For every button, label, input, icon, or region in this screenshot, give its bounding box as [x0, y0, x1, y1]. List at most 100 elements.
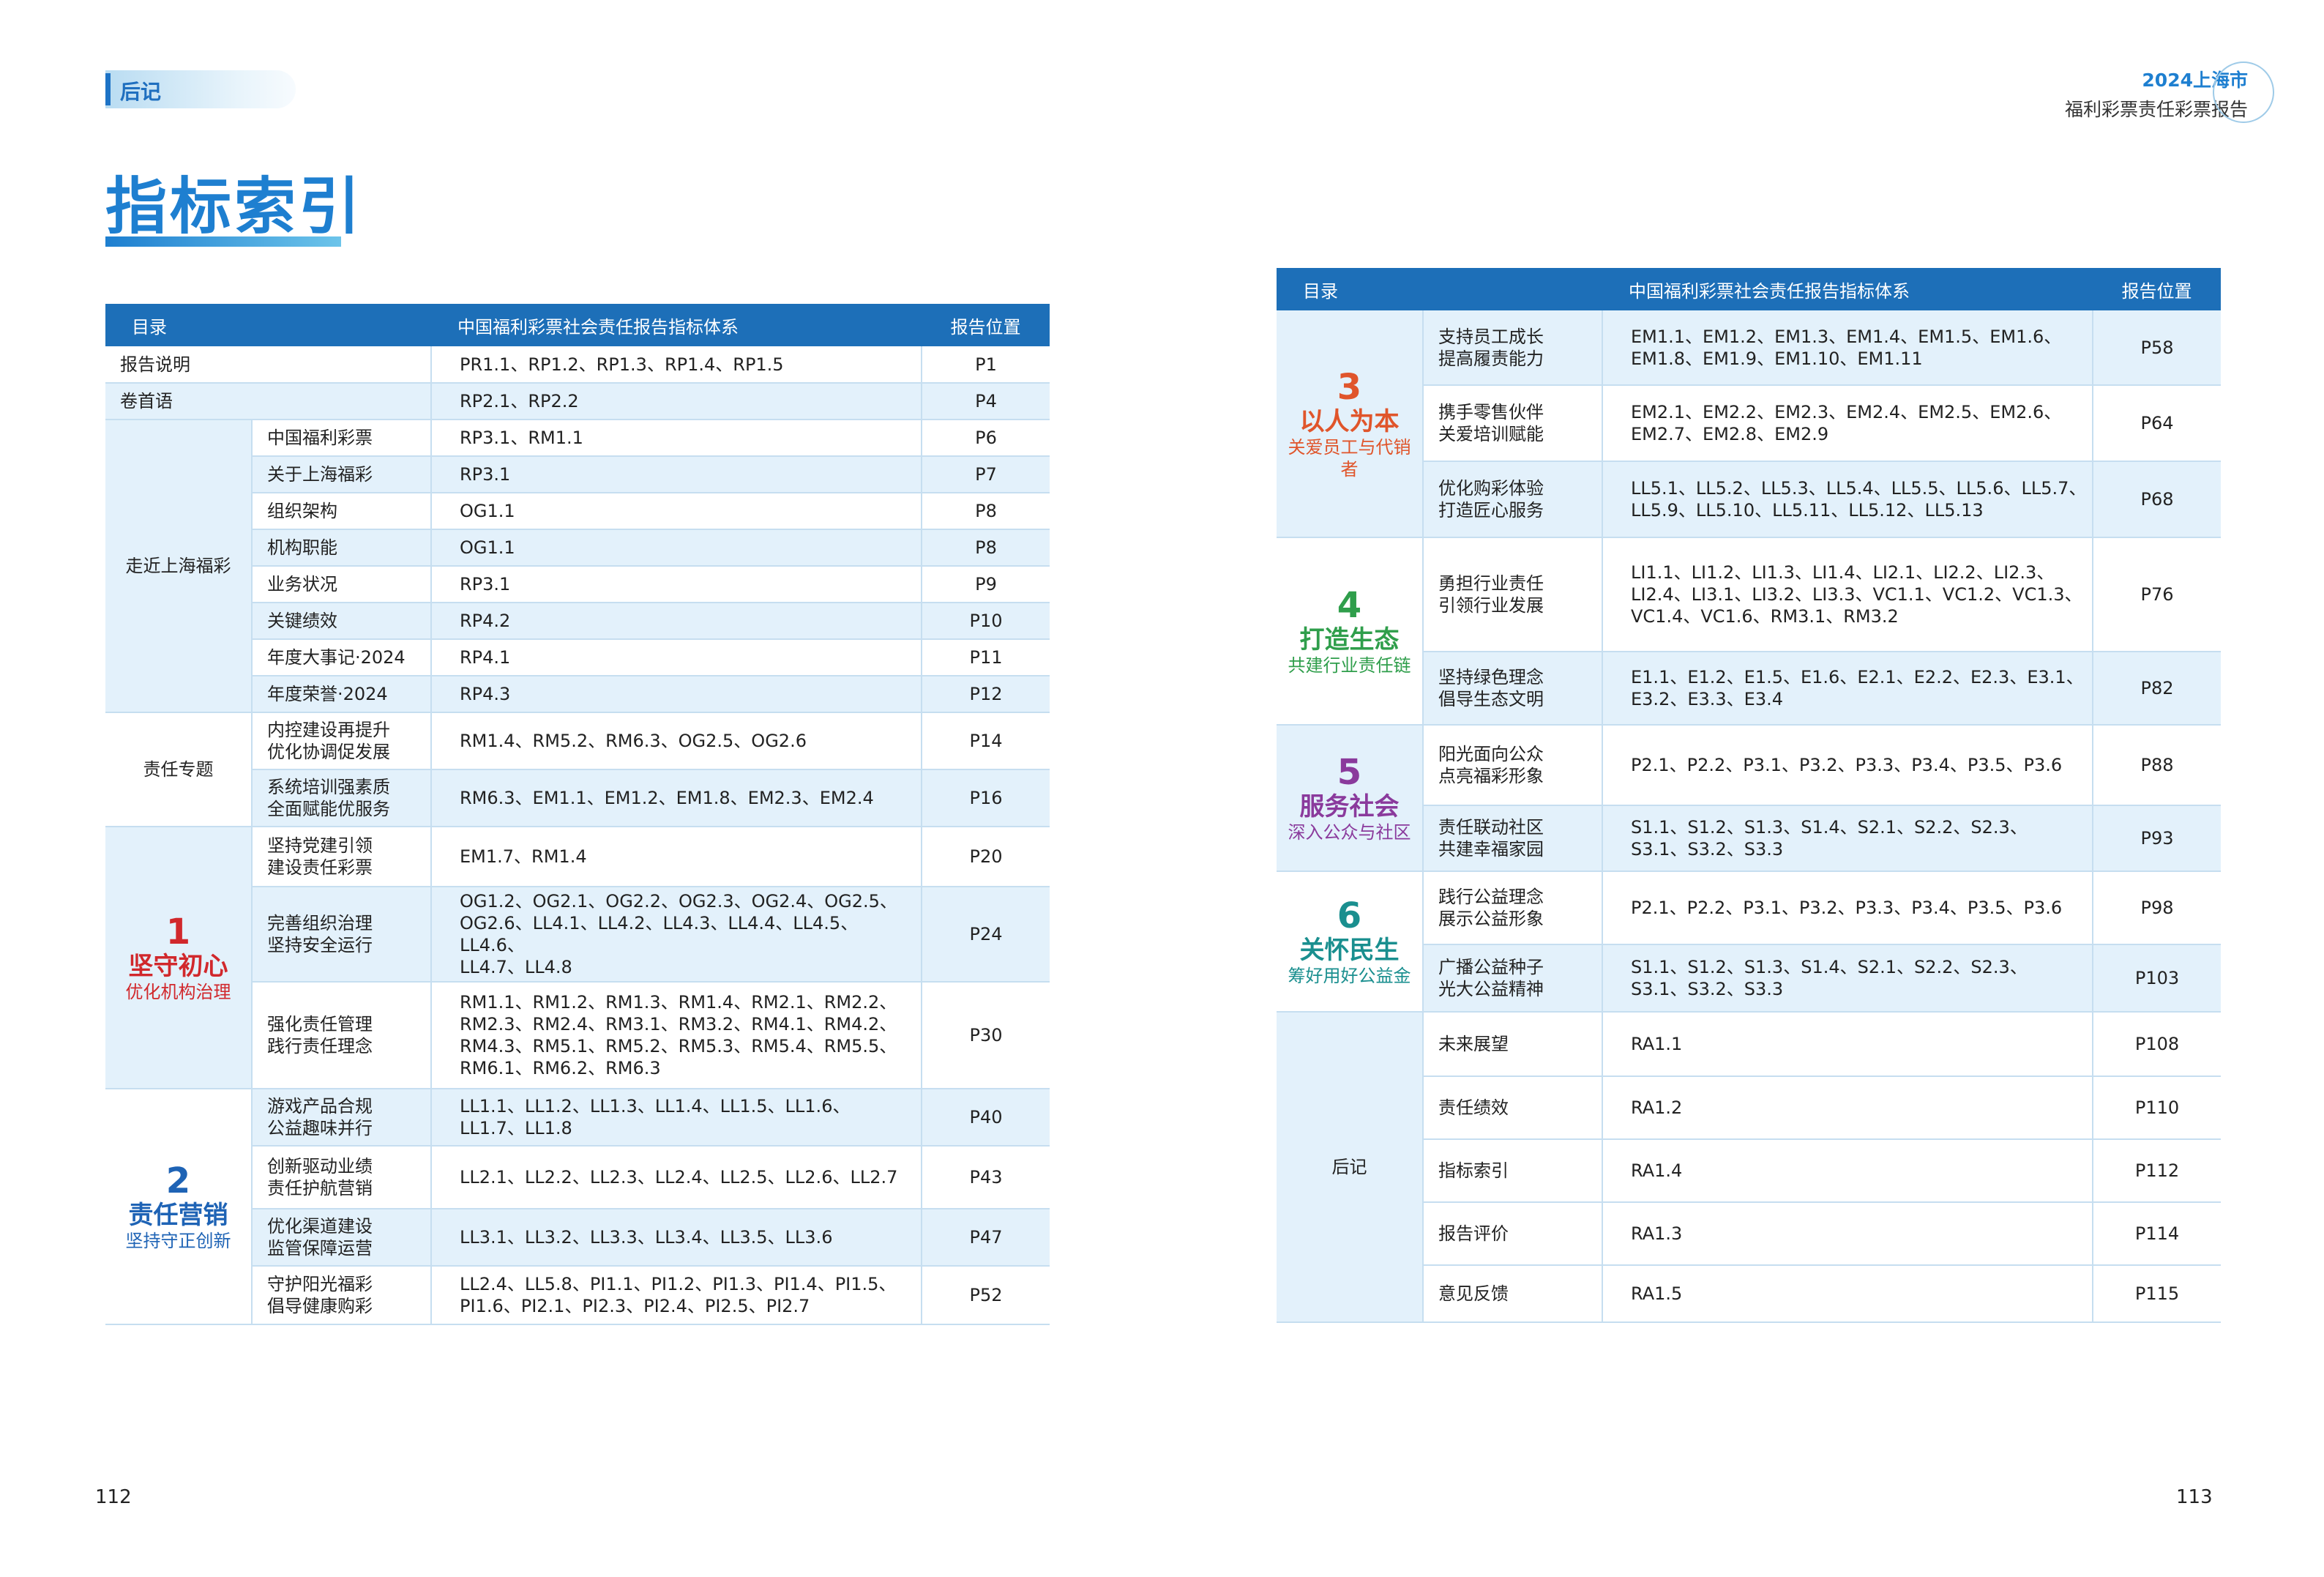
- col-header-indicator: 中国福利彩票社会责任报告指标体系: [1602, 268, 2093, 310]
- group-subtitle: 共建行业责任链: [1288, 655, 1411, 676]
- row-label: 支持员工成长 提高履责能力: [1423, 310, 1603, 386]
- group-label-intro: 走近上海福彩: [105, 420, 253, 713]
- row-label: 报告说明: [105, 346, 432, 384]
- row-page: P7: [922, 456, 1050, 493]
- group-label-text: 后记: [1331, 1157, 1367, 1177]
- row-codes: S1.1、S1.2、S1.3、S1.4、S2.1、S2.2、S2.3、 S3.1、…: [1602, 805, 2093, 872]
- group-subtitle: 优化机构治理: [125, 982, 231, 1002]
- group-number: 5: [1337, 752, 1362, 793]
- row-label-line: 阳光面向公众: [1438, 744, 1544, 764]
- row-label: 创新驱动业绩 责任护航营销: [252, 1146, 432, 1209]
- row-page: P8: [922, 493, 1050, 530]
- row-codes: P2.1、P2.2、P3.1、P3.2、P3.3、P3.4、P3.5、P3.6: [1602, 871, 2093, 945]
- row-label-line: 关爱培训赋能: [1438, 424, 1544, 444]
- code-line: E3.2、E3.3、E3.4: [1631, 689, 1783, 709]
- group-number: 4: [1337, 585, 1362, 626]
- group-label-text: 责任专题: [143, 759, 214, 780]
- row-codes: LI1.1、LI1.2、LI1.3、LI1.4、LI2.1、LI2.2、LI2.…: [1602, 537, 2093, 652]
- code-line: RM2.3、RM2.4、RM3.1、RM3.2、RM4.1、RM4.2、: [460, 1014, 897, 1034]
- row-label-line: 全面赋能优服务: [267, 799, 390, 819]
- row-label-line: 强化责任管理: [267, 1014, 373, 1034]
- code-line: LI2.4、LI3.1、LI3.2、LI3.3、VC1.1、VC1.2、VC1.…: [1631, 584, 2082, 605]
- code-line: RM6.1、RM6.2、RM6.3: [460, 1058, 661, 1078]
- row-label: 携手零售伙伴 关爱培训赋能: [1423, 385, 1603, 462]
- row-page: P1: [922, 346, 1050, 384]
- row-label: 组织架构: [252, 493, 432, 530]
- group-subtitle: 筹好用好公益金: [1288, 966, 1411, 986]
- code-line: RM1.1、RM1.2、RM1.3、RM1.4、RM2.1、RM2.2、: [460, 992, 897, 1013]
- row-page: P30: [922, 982, 1050, 1089]
- row-label-line: 支持员工成长: [1438, 326, 1544, 347]
- row-label: 年度大事记·2024: [252, 639, 432, 676]
- row-page: P93: [2093, 805, 2221, 872]
- group-title: 责任营销: [128, 1201, 228, 1230]
- row-label-line: 优化渠道建设: [267, 1216, 373, 1237]
- code-line: P2.1、P2.2、P3.1、P3.2、P3.3、P3.4、P3.5、P3.6: [1631, 898, 2063, 918]
- row-label-line: 内控建设再提升: [267, 720, 390, 740]
- row-label: 坚持绿色理念 倡导生态文明: [1423, 652, 1603, 726]
- row-label-line: 责任联动社区: [1438, 817, 1544, 838]
- row-label-line: 引领行业发展: [1438, 595, 1544, 616]
- row-codes: OG1.1: [431, 493, 922, 530]
- row-codes: RA1.4: [1602, 1139, 2093, 1203]
- row-label: 责任绩效: [1423, 1076, 1603, 1140]
- row-label: 强化责任管理 践行责任理念: [252, 982, 432, 1089]
- row-label: 内控建设再提升 优化协调促发展: [252, 712, 432, 770]
- section-tag-label: 后记: [120, 80, 162, 104]
- code-line: S1.1、S1.2、S1.3、S1.4、S2.1、S2.2、S2.3、: [1631, 817, 2028, 838]
- row-codes: RA1.2: [1602, 1076, 2093, 1140]
- group-label-topic: 责任专题: [105, 712, 253, 827]
- group-4-label: 4 打造生态 共建行业责任链: [1277, 537, 1424, 726]
- report-tag-ring: [2213, 61, 2274, 123]
- code-line: LL5.1、LL5.2、LL5.3、LL5.4、LL5.5、LL5.6、LL5.…: [1631, 478, 2087, 499]
- row-codes: RA1.3: [1602, 1202, 2093, 1266]
- row-page: P52: [922, 1266, 1050, 1325]
- code-line: RM4.3、RM5.1、RM5.2、RM5.3、RM5.4、RM5.5、: [460, 1036, 897, 1056]
- row-page: P8: [922, 529, 1050, 567]
- page-number: 112: [95, 1486, 132, 1508]
- page-number: 113: [2176, 1486, 2213, 1508]
- row-label: 系统培训强素质 全面赋能优服务: [252, 769, 432, 827]
- row-codes: RM1.1、RM1.2、RM1.3、RM1.4、RM2.1、RM2.2、 RM2.…: [431, 982, 922, 1089]
- row-label-line: 创新驱动业绩: [267, 1156, 373, 1177]
- row-label: 优化渠道建设 监管保障运营: [252, 1209, 432, 1267]
- row-page: P103: [2093, 944, 2221, 1013]
- code-line: VC1.4、VC1.6、RM3.1、RM3.2: [1631, 606, 1899, 627]
- left-page: 后记 指标索引 目录 中国福利彩票社会责任报告指标体系 报告位置 报告说明 PR…: [95, 70, 1050, 1508]
- row-codes: RP3.1: [431, 456, 922, 493]
- row-page: P114: [2093, 1202, 2221, 1266]
- row-page: P43: [922, 1146, 1050, 1209]
- row-codes: RP4.2: [431, 603, 922, 640]
- row-codes: EM1.7、RM1.4: [431, 827, 922, 887]
- code-line: LL5.9、LL5.10、LL5.11、LL5.12、LL5.13: [1631, 500, 1984, 521]
- row-codes: RM1.4、RM5.2、RM6.3、OG2.5、OG2.6: [431, 712, 922, 770]
- row-codes: LL2.1、LL2.2、LL2.3、LL2.4、LL2.5、LL2.6、LL2.…: [431, 1146, 922, 1209]
- code-line: OG2.6、LL4.1、LL4.2、LL4.3、LL4.4、LL4.5、LL4.…: [460, 913, 859, 955]
- group-3-label: 3 以人为本 关爱员工与代销者: [1277, 310, 1424, 538]
- row-label: 报告评价: [1423, 1202, 1603, 1266]
- row-codes: S1.1、S1.2、S1.3、S1.4、S2.1、S2.2、S2.3、 S3.1、…: [1602, 944, 2093, 1013]
- row-codes: LL5.1、LL5.2、LL5.3、LL5.4、LL5.5、LL5.6、LL5.…: [1602, 461, 2093, 538]
- row-page: P20: [922, 827, 1050, 887]
- row-codes: EM1.1、EM1.2、EM1.3、EM1.4、EM1.5、EM1.6、 EM1.…: [1602, 310, 2093, 386]
- row-page: P68: [2093, 461, 2221, 538]
- row-label-line: 携手零售伙伴: [1438, 402, 1544, 422]
- row-page: P47: [922, 1209, 1050, 1267]
- index-table-left: 目录 中国福利彩票社会责任报告指标体系 报告位置 报告说明 PR1.1、RP1.…: [105, 304, 1050, 1325]
- row-label: 机构职能: [252, 529, 432, 567]
- group-number: 1: [165, 911, 191, 952]
- row-label: 年度荣誉·2024: [252, 676, 432, 713]
- right-page: 2024上海市 福利彩票责任彩票报告 目录 中国福利彩票社会责任报告指标体系 报…: [1162, 0, 2324, 1577]
- row-page: P58: [2093, 310, 2221, 386]
- group-1-label: 1 坚守初心 优化机构治理: [105, 827, 253, 1089]
- row-codes: RP4.3: [431, 676, 922, 713]
- row-label-line: 广播公益种子: [1438, 957, 1544, 977]
- row-label-line: 守护阳光福彩: [267, 1274, 373, 1294]
- code-line: EM1.7、RM1.4: [460, 846, 587, 867]
- code-line: OG1.2、OG2.1、OG2.2、OG2.3、OG2.4、OG2.5、: [460, 891, 897, 911]
- group-subtitle: 关爱员工与代销者: [1288, 436, 1411, 480]
- row-label: 关键绩效: [252, 603, 432, 640]
- row-codes: LL3.1、LL3.2、LL3.3、LL3.4、LL3.5、LL3.6: [431, 1209, 922, 1267]
- section-tag: 后记: [105, 70, 296, 108]
- group-5-label: 5 服务社会 深入公众与社区: [1277, 725, 1424, 872]
